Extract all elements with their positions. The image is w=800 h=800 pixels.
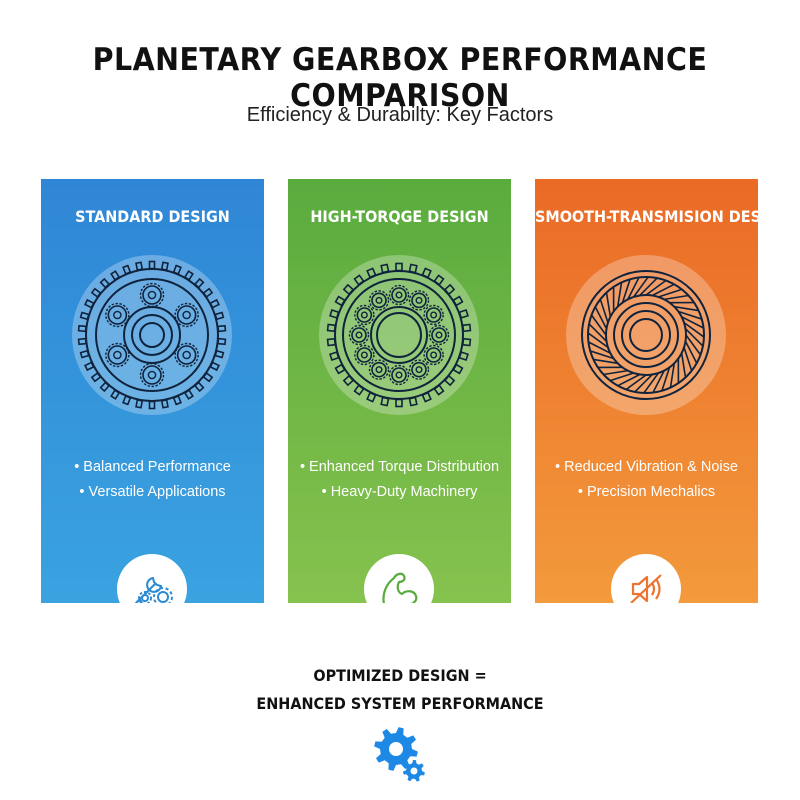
footer-summary: OPTIMIZED DESIGN = ENHANCED SYSTEM PERFO… xyxy=(0,662,800,718)
bullet-list: • Reduced Vibration & Noise • Precision … xyxy=(535,455,758,505)
panel-smooth-transmission-design: SMOOTH-TRANSMISION DESIGN • Reduced Vibr… xyxy=(535,179,758,603)
panel-high-torque-design: HIGH-TORQGE DESIGN • Enhanced Torque Dis… xyxy=(288,179,511,603)
helical-bearing-icon xyxy=(566,255,726,415)
bullet-list: • Balanced Performance • Versatile Appli… xyxy=(41,455,264,505)
bullet-item: • Balanced Performance xyxy=(74,459,231,475)
bullet-item: • Reduced Vibration & Noise xyxy=(555,459,738,475)
panel-title: STANDARD DESIGN xyxy=(75,207,230,226)
wrench-gears-icon xyxy=(117,554,187,603)
bullet-item: • Precision Mechalics xyxy=(577,484,716,500)
footer-line-1: OPTIMIZED DESIGN = xyxy=(313,666,487,685)
flexed-arm-icon xyxy=(364,554,434,603)
page-title: PLANETARY GEARBOX PERFORMANCE COMPARISON xyxy=(92,42,708,114)
page-subtitle: Efficiency & Durabilty: Key Factors xyxy=(246,104,554,126)
gears-icon xyxy=(374,727,425,782)
planetary-gear-icon xyxy=(319,255,479,415)
panel-title: HIGH-TORQGE DESIGN xyxy=(310,207,489,226)
footer-line-2: ENHANCED SYSTEM PERFORMANCE xyxy=(256,694,544,713)
bullet-item: • Heavy-Duty Machinery xyxy=(321,484,478,500)
planetary-gear-icon xyxy=(72,255,232,415)
panel-standard-design: STANDARD DESIGN • Balanced Performance •… xyxy=(41,179,264,603)
bullet-list: • Enhanced Torque Distribution • Heavy-D… xyxy=(288,455,511,505)
bullet-item: • Enhanced Torque Distribution xyxy=(299,459,500,475)
panel-title: SMOOTH-TRANSMISION DESIGN xyxy=(535,207,758,226)
bullet-item: • Versatile Applications xyxy=(79,484,226,500)
muted-speaker-icon xyxy=(611,554,681,603)
